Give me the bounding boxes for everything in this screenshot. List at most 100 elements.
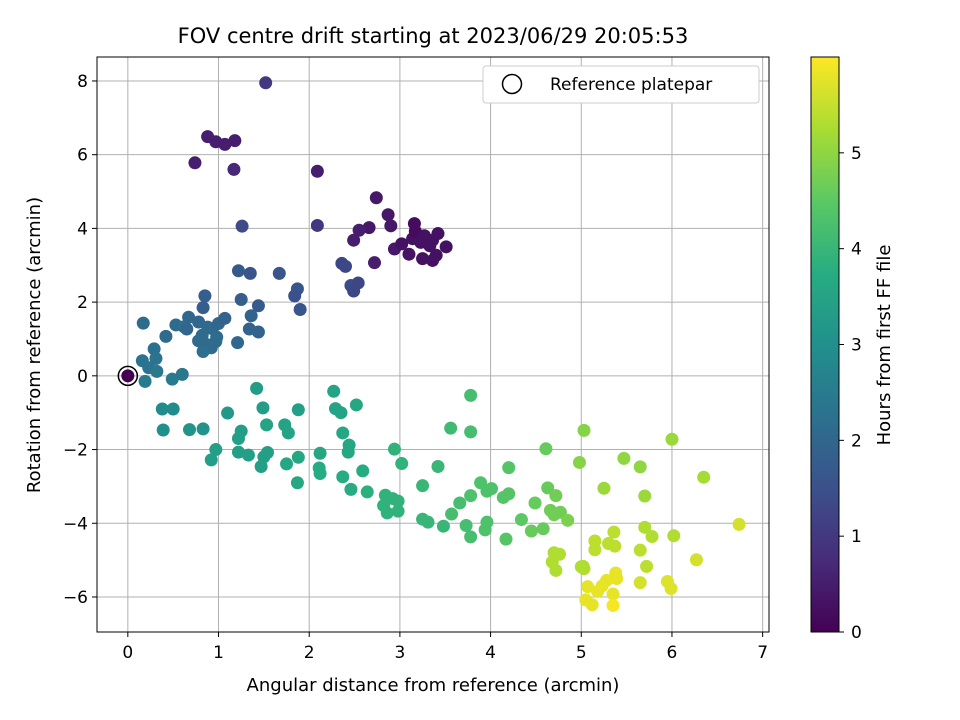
legend-label-reference: Reference platepar [550, 75, 712, 95]
data-point [338, 259, 352, 273]
data-point [209, 443, 223, 457]
y-axis-label: Rotation from reference (arcmin) [24, 197, 45, 493]
data-point [291, 450, 305, 464]
data-point [541, 481, 555, 495]
data-point [362, 221, 376, 235]
x-tick-label: 6 [667, 643, 678, 663]
data-point [689, 553, 703, 567]
data-point [638, 520, 652, 534]
data-point [218, 137, 232, 151]
data-point [697, 470, 711, 484]
colorbar-tick-label: 5 [851, 144, 862, 164]
data-point [234, 293, 248, 307]
data-point [609, 566, 623, 580]
data-point [280, 457, 294, 471]
data-point [356, 464, 370, 478]
legend: Reference platepar [482, 65, 760, 104]
colorbar-tick-label: 0 [851, 623, 862, 643]
colorbar-tick-label: 3 [851, 336, 862, 356]
data-point [327, 384, 341, 398]
y-axis-ticks: −6 −4 −2 0 2 4 6 8 [63, 72, 97, 608]
data-point [209, 335, 223, 349]
data-point [347, 233, 361, 247]
data-point [514, 513, 528, 527]
data-point [387, 442, 401, 456]
data-point [445, 507, 459, 521]
data-point [313, 467, 327, 481]
x-tick-label: 4 [485, 643, 496, 663]
y-tick-label: −2 [63, 441, 88, 461]
data-point [431, 460, 445, 474]
data-point [369, 191, 383, 205]
data-point [235, 219, 249, 233]
data-point [188, 156, 202, 170]
data-point [288, 289, 302, 303]
y-tick-label: 2 [77, 293, 88, 313]
data-point [617, 451, 631, 465]
y-tick-label: 8 [77, 72, 88, 92]
data-point [231, 431, 245, 445]
data-point [421, 515, 435, 529]
data-point [606, 587, 620, 601]
data-point [464, 425, 478, 439]
x-tick-label: 2 [304, 643, 315, 663]
data-point [155, 402, 169, 416]
data-point [549, 489, 563, 503]
data-point [243, 266, 257, 280]
data-point [464, 489, 478, 503]
x-tick-label: 1 [213, 643, 224, 663]
colorbar: 0 1 2 3 4 5 Hours from first FF file [810, 56, 895, 643]
data-point [182, 310, 196, 324]
data-point [260, 418, 274, 432]
data-point [444, 421, 458, 435]
data-point [281, 426, 295, 440]
data-point [254, 460, 268, 474]
data-point [196, 345, 210, 359]
data-point [291, 403, 305, 417]
data-point [464, 530, 478, 544]
data-point [351, 276, 365, 290]
data-point [633, 543, 647, 557]
data-point [251, 325, 265, 339]
data-point [159, 329, 173, 343]
data-point [402, 247, 416, 261]
data-point [464, 388, 478, 402]
data-point [574, 560, 588, 574]
data-point [196, 422, 210, 436]
data-point [633, 460, 647, 474]
data-point [250, 381, 264, 395]
data-point [231, 264, 245, 278]
data-point [344, 482, 358, 496]
x-tick-label: 0 [122, 643, 133, 663]
colorbar-tick-label: 2 [851, 431, 862, 451]
data-point [549, 563, 563, 577]
data-point [577, 423, 591, 437]
data-point [336, 426, 350, 440]
data-point [149, 352, 163, 366]
data-point [607, 525, 621, 539]
data-point [502, 487, 516, 501]
y-tick-label: −4 [63, 514, 88, 534]
data-point [600, 573, 614, 587]
data-point [360, 485, 374, 499]
data-point [138, 374, 152, 388]
data-point [608, 539, 622, 553]
legend-marker-reference [501, 73, 523, 95]
data-point [732, 517, 746, 531]
data-point [368, 256, 382, 270]
data-point [499, 532, 513, 546]
reference-point-marker [117, 365, 139, 387]
data-point [166, 402, 180, 416]
data-point [384, 219, 398, 233]
data-point [502, 461, 516, 475]
data-point [231, 336, 245, 350]
legend-box [482, 65, 760, 104]
data-point [310, 218, 324, 232]
data-point [349, 398, 363, 412]
data-point [588, 543, 602, 557]
data-point [484, 482, 498, 496]
colorbar-tick-label: 1 [851, 527, 862, 547]
data-point [293, 302, 307, 316]
data-point [150, 364, 164, 378]
